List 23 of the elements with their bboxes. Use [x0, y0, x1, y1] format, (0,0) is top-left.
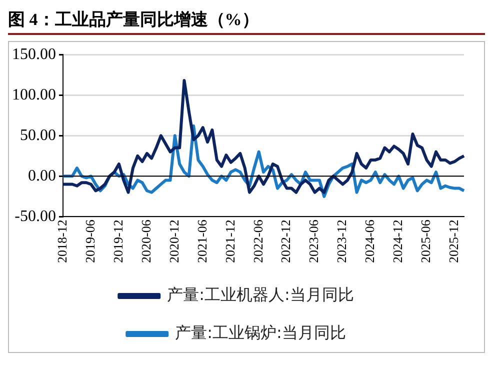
x-tick-label: 2025-06 [418, 219, 434, 264]
x-tick-label: 2024-12 [390, 220, 406, 264]
x-tick-label: 2024-06 [362, 219, 378, 264]
x-tick-label: 2023-06 [306, 219, 322, 264]
legend-label: 产量:工业锅炉:当月同比 [175, 323, 346, 342]
x-tick-label: 2022-12 [278, 220, 294, 264]
x-tick-label: 2019-12 [110, 220, 126, 264]
legend-label: 产量:工业机器人:当月同比 [167, 285, 354, 304]
chart-title: 图 4：工业品产量同比增速（%） [8, 8, 485, 35]
y-tick-label: 100.00 [12, 86, 56, 104]
y-tick-label: 150.00 [12, 46, 56, 63]
x-tick-label: 2022-06 [250, 219, 266, 264]
x-tick-label: 2018-12 [54, 220, 70, 264]
x-tick-label: 2021-06 [194, 219, 210, 264]
x-tick-label: 2020-12 [166, 220, 182, 264]
x-tick-label: 2023-12 [334, 220, 350, 264]
y-tick-label: -50.00 [14, 208, 56, 225]
y-tick-label: 0.00 [28, 167, 56, 184]
x-tick-label: 2025-12 [446, 220, 462, 264]
y-tick-label: 50.00 [20, 126, 56, 144]
x-tick-label: 2020-06 [138, 219, 154, 264]
x-tick-label: 2019-06 [82, 219, 98, 264]
x-tick-label: 2021-12 [222, 220, 238, 264]
